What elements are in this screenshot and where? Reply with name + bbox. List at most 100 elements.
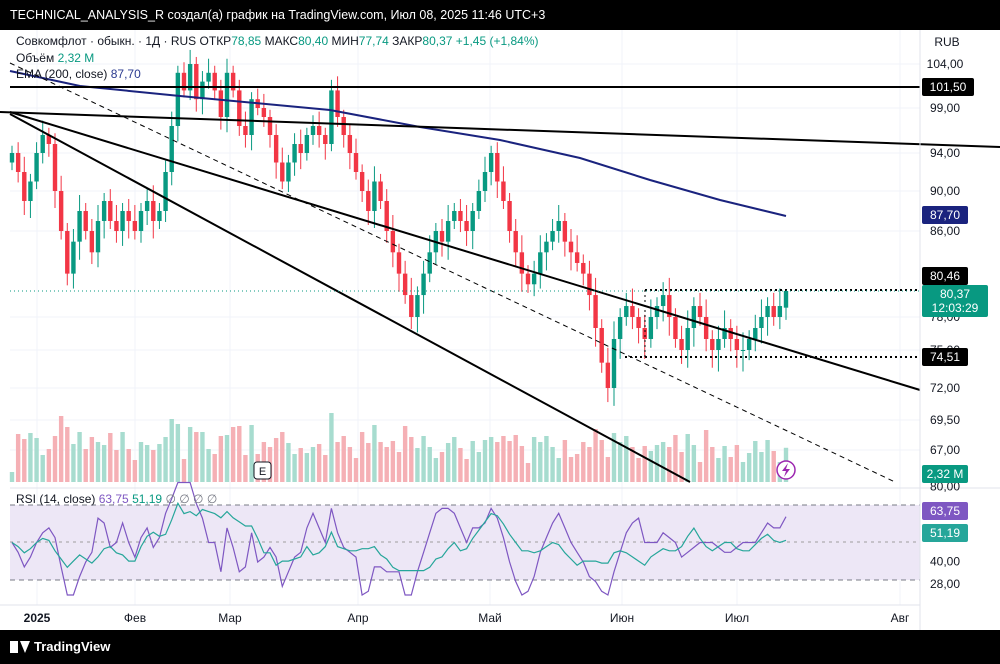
volume-bar bbox=[574, 454, 580, 482]
candle-body bbox=[445, 221, 451, 242]
legend-ema[interactable]: EMA (200, close) 87,70 bbox=[16, 67, 141, 81]
candle-body bbox=[636, 317, 641, 328]
lightning-icon[interactable] bbox=[776, 460, 796, 480]
candle-body bbox=[286, 162, 291, 182]
candle-body bbox=[458, 211, 463, 221]
candle-body bbox=[230, 72, 236, 91]
candle-body bbox=[77, 211, 82, 242]
volume-bar bbox=[421, 436, 426, 482]
volume-bar bbox=[501, 436, 506, 482]
legend-main[interactable]: Совкомфлот · обыкн. · 1Д · RUS ОТКР78,85… bbox=[16, 34, 539, 48]
candle-body bbox=[611, 339, 617, 388]
volume-bar bbox=[445, 443, 451, 482]
price-axis-tick: 104,00 bbox=[927, 57, 964, 71]
currency-label[interactable]: RUB bbox=[934, 35, 959, 49]
volume-bar bbox=[249, 425, 254, 482]
candle-body bbox=[587, 273, 592, 296]
volume-bar bbox=[151, 450, 156, 482]
legend-volume[interactable]: Объём 2,32 M bbox=[16, 51, 94, 65]
candle-body bbox=[83, 211, 88, 231]
candle-body bbox=[624, 306, 629, 317]
price-axis-tick: 99,00 bbox=[930, 101, 960, 115]
header-title: TECHNICAL_ANALYSIS_R создал(а) график на… bbox=[10, 8, 546, 22]
time-axis-tick: Июл bbox=[725, 611, 749, 625]
volume-bar bbox=[206, 449, 211, 482]
volume-bar bbox=[630, 447, 635, 482]
candle-body bbox=[734, 339, 740, 350]
legend-low: 77,74 bbox=[358, 34, 389, 48]
candle-body bbox=[52, 144, 58, 191]
legend-close-label: ЗАКР bbox=[392, 34, 423, 48]
candle-body bbox=[390, 231, 396, 253]
candle-body bbox=[273, 135, 279, 163]
volume-bar bbox=[599, 440, 604, 482]
footer: TradingView bbox=[0, 630, 1000, 664]
candle-body bbox=[359, 172, 365, 191]
volume-bar bbox=[476, 452, 482, 482]
legend-rsi[interactable]: RSI (14, close) 63,75 51,19 ∅ ∅ ∅ ∅ bbox=[16, 492, 217, 506]
time-axis-tick: 2025 bbox=[24, 611, 51, 625]
candle-body bbox=[261, 108, 267, 117]
candle-body bbox=[126, 211, 131, 221]
candle-body bbox=[685, 328, 690, 350]
candle-body bbox=[169, 126, 174, 172]
rsi-axis-tick: 28,00 bbox=[930, 577, 960, 591]
volume-bar bbox=[562, 440, 568, 482]
volume-bar bbox=[439, 452, 445, 482]
candle-body bbox=[703, 317, 709, 339]
earnings-event-letter: E bbox=[259, 466, 266, 478]
candle-body bbox=[28, 181, 33, 201]
volume-bar bbox=[138, 442, 144, 482]
candle-body bbox=[753, 328, 758, 339]
candle-body bbox=[335, 90, 340, 117]
volume-bar bbox=[286, 443, 291, 482]
candle-body bbox=[439, 231, 445, 242]
candle-body bbox=[9, 153, 15, 163]
volume-bar bbox=[89, 437, 95, 482]
volume-bar bbox=[740, 462, 746, 482]
badge-rsi-text: 63,75 bbox=[930, 504, 960, 518]
legend-ema-value: 87,70 bbox=[110, 67, 141, 81]
candle-body bbox=[206, 72, 211, 82]
volume-bar bbox=[470, 441, 475, 482]
volume-bar bbox=[495, 442, 500, 482]
legend-rsi-placeholders: ∅ ∅ ∅ ∅ bbox=[165, 492, 218, 506]
candle-body bbox=[574, 252, 580, 263]
candle-body bbox=[470, 211, 475, 231]
volume-bar bbox=[46, 449, 52, 482]
candle-body bbox=[144, 201, 150, 211]
candle-body bbox=[501, 181, 506, 201]
tradingview-logo[interactable]: TradingView bbox=[10, 639, 110, 654]
volume-bar bbox=[181, 459, 187, 482]
candle-body bbox=[722, 328, 727, 339]
candle-body bbox=[237, 90, 242, 126]
chart-header: TECHNICAL_ANALYSIS_R создал(а) график на… bbox=[0, 0, 1000, 30]
volume-bar bbox=[402, 426, 408, 482]
trend-channel-upper-ext bbox=[9, 111, 921, 391]
candle-body bbox=[157, 211, 162, 221]
volume-bar bbox=[396, 452, 402, 482]
candle-body bbox=[660, 295, 666, 307]
volume-bar bbox=[605, 457, 611, 482]
earnings-event-marker[interactable]: E bbox=[253, 461, 272, 480]
volume-bar bbox=[556, 458, 561, 482]
volume-bar bbox=[83, 449, 88, 482]
legend-open-label: ОТКР bbox=[199, 34, 232, 48]
chart-canvas[interactable]: 104,0099,0094,0090,0086,0078,0075,0072,0… bbox=[0, 30, 1000, 630]
candle-body bbox=[353, 153, 359, 172]
volume-bar bbox=[353, 458, 359, 482]
candle-body bbox=[292, 144, 297, 163]
volume-bar bbox=[427, 447, 432, 482]
volume-bar bbox=[513, 435, 518, 482]
legend-open: 78,85 bbox=[231, 34, 262, 48]
candle-body bbox=[617, 317, 623, 339]
badge-level-mid: 80,46 bbox=[922, 267, 968, 285]
candle-body bbox=[384, 201, 389, 231]
volume-bar bbox=[175, 424, 181, 482]
volume-bar bbox=[40, 455, 45, 482]
candle-body bbox=[679, 339, 684, 350]
candle-body bbox=[759, 317, 764, 328]
volume-bar bbox=[482, 440, 488, 482]
time-axis[interactable]: 2025 Фев Мар Апр Май Июн Июл Авг bbox=[24, 611, 910, 625]
price-axis-tick: 86,00 bbox=[930, 224, 960, 238]
